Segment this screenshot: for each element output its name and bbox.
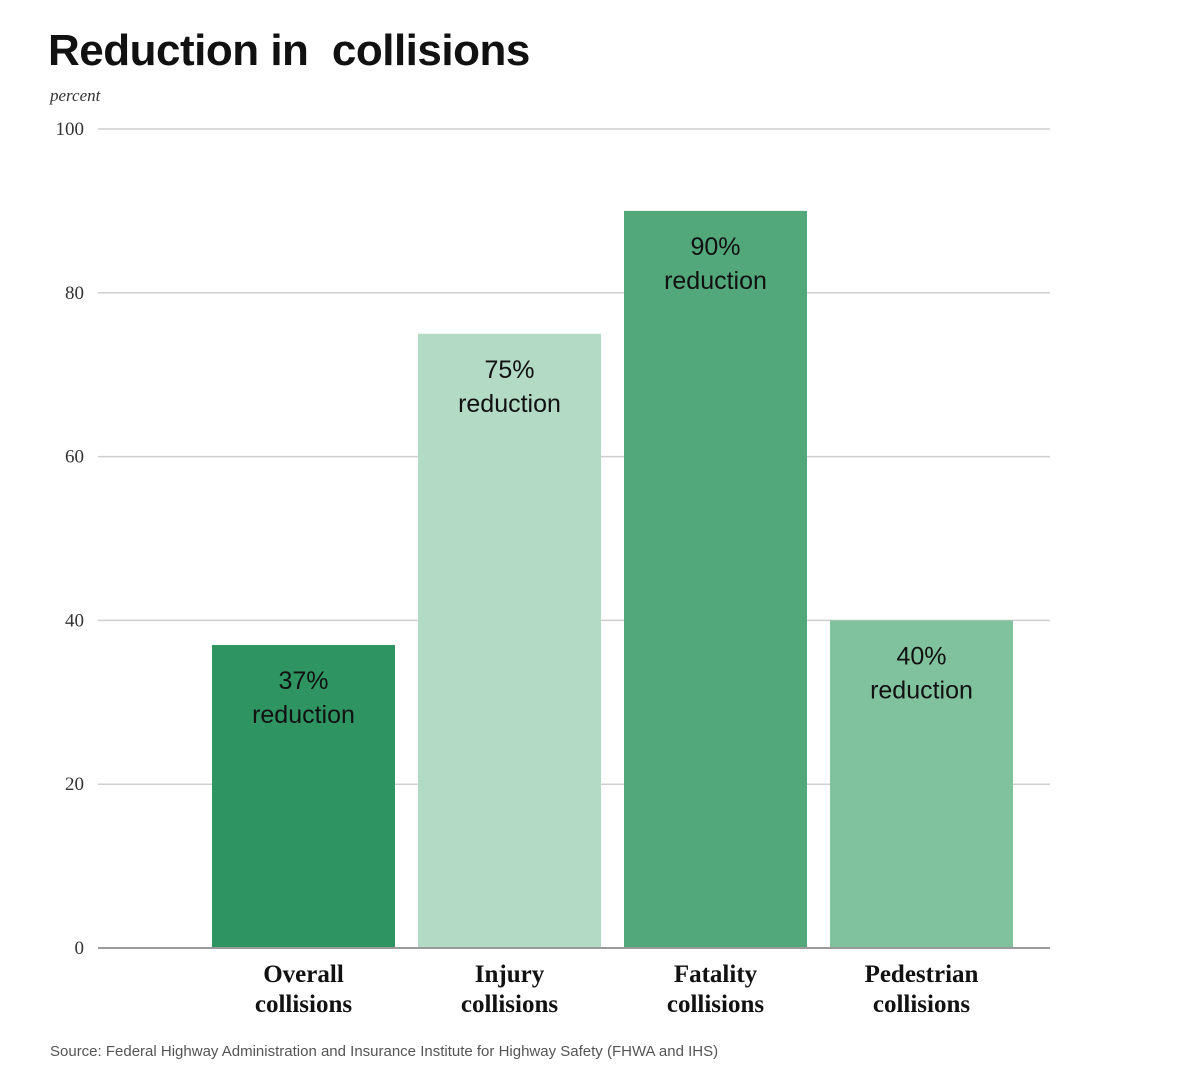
x-category-label: Pedestrian collisions: [865, 961, 979, 1018]
y-tick-label: 20: [65, 774, 84, 795]
bar-data-label: 40% reduction: [870, 642, 973, 704]
bar-3: [830, 620, 1013, 948]
bars: 37% reduction 75% reduction 90% reduction 40% r…: [212, 210, 1013, 948]
x-category-label: Fatality collisions: [667, 961, 765, 1018]
bar-data-label: 37% reduction: [252, 667, 355, 729]
y-tick-label: 40: [65, 610, 84, 631]
y-tick-label: 60: [65, 447, 84, 468]
bar-data-label: 90% reduction: [664, 233, 767, 295]
source-note: Source: Federal Highway Administration a…: [50, 1043, 719, 1060]
x-axis: Overall collisions Injury collisions Fatalit…: [98, 947, 1050, 1018]
x-category-label: Injury collisions: [461, 961, 559, 1018]
bar-0: [212, 644, 395, 948]
bar-chart: 0 20 40 60 80 100 37% reduction 75% reduction 90%…: [56, 119, 1050, 1018]
bar-2: [624, 210, 807, 948]
y-tick-label: 100: [56, 119, 85, 140]
bar-1: [418, 333, 601, 948]
bar-data-label: 75% reduction: [458, 356, 561, 418]
y-axis-unit-label: percent: [50, 86, 101, 105]
chart-title: Reduction in collisions: [48, 26, 530, 75]
y-tick-label: 0: [75, 938, 85, 959]
x-category-label: Overall collisions: [255, 961, 353, 1018]
y-tick-label: 80: [65, 283, 84, 304]
